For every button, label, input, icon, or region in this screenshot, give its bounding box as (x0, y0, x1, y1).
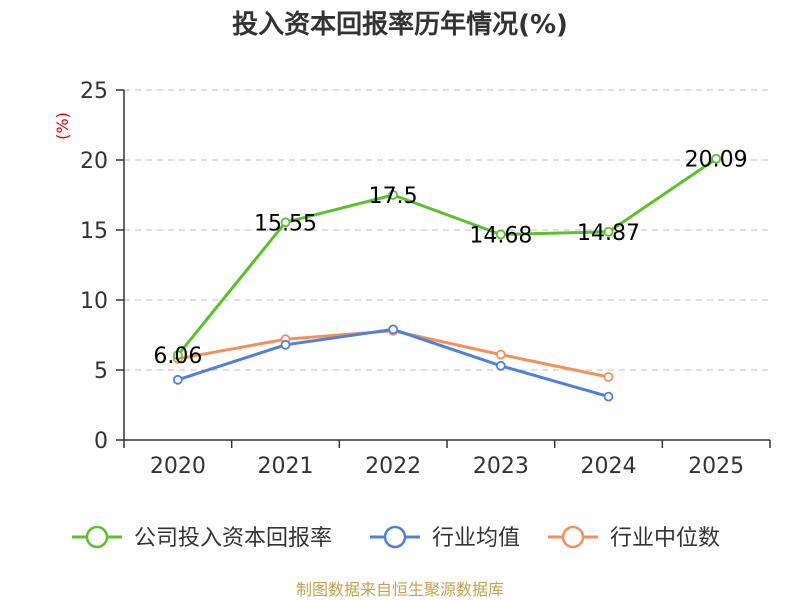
data-point-1-2020 (172, 374, 183, 385)
data-label-2023: 14.68 (469, 223, 532, 248)
legend-swatch-marker-1 (383, 525, 407, 549)
y-tick-label-10: 10 (80, 289, 108, 314)
y-axis-unit: (%) (53, 112, 72, 140)
x-tick-label-2024: 2024 (581, 454, 637, 479)
grid-lines (124, 89, 770, 371)
series-line-0 (176, 157, 718, 357)
x-tick-label-2023: 2023 (473, 454, 529, 479)
data-label-2022: 17.5 (369, 184, 418, 209)
data-point-1-2024 (603, 391, 614, 402)
y-tick-label-5: 5 (94, 359, 108, 384)
x-tick-label-2025: 2025 (688, 454, 744, 479)
legend-label-1: 行业均值 (432, 526, 520, 551)
legend-label-2: 行业中位数 (610, 526, 720, 551)
data-point-0-2021 (280, 217, 291, 228)
data-point-0-2024 (603, 226, 614, 237)
data-source-note: 制图数据来自恒生聚源数据库 (296, 580, 504, 599)
data-label-2021: 15.55 (254, 211, 317, 236)
y-tick-label-0: 0 (94, 429, 108, 454)
data-label-2020: 6.06 (153, 344, 202, 369)
data-point-1-2022 (388, 324, 399, 335)
legend-swatch-marker-0 (85, 525, 109, 549)
legend-item-1[interactable]: 行业均值 (370, 525, 520, 551)
data-point-0-2022 (388, 190, 399, 200)
data-label-2024: 14.87 (577, 221, 640, 246)
x-tick-label-2021: 2021 (258, 454, 314, 479)
y-tick-label-20: 20 (80, 149, 108, 174)
data-point-1-2023 (495, 360, 506, 371)
data-point-0-2020 (172, 350, 183, 361)
x-tick-label-2020: 2020 (150, 454, 206, 479)
legend-label-0: 公司投入资本回报率 (134, 526, 332, 551)
data-point-0-2023 (495, 229, 506, 240)
data-label-2025: 20.09 (685, 148, 748, 173)
legend-swatch-marker-2 (561, 525, 585, 549)
data-point-2-2023 (495, 349, 506, 360)
x-tick-label-2022: 2022 (365, 454, 421, 479)
data-point-2-2024 (603, 372, 614, 382)
data-point-0-2025 (711, 153, 722, 164)
legend-item-0[interactable]: 公司投入资本回报率 (72, 525, 332, 551)
data-labels: 6.06 15.55 17.5 14.68 14.87 20.09 (153, 148, 747, 369)
chart-title: 投入资本回报率历年情况(%) (232, 9, 568, 40)
legend-item-2[interactable]: 行业中位数 (548, 525, 720, 551)
y-tick-label-15: 15 (80, 219, 108, 244)
series-lines (172, 153, 722, 402)
data-point-1-2021 (280, 339, 291, 350)
y-tick-label-25: 25 (80, 79, 108, 104)
legend[interactable]: 公司投入资本回报率 行业均值 行业中位数 (72, 525, 720, 551)
